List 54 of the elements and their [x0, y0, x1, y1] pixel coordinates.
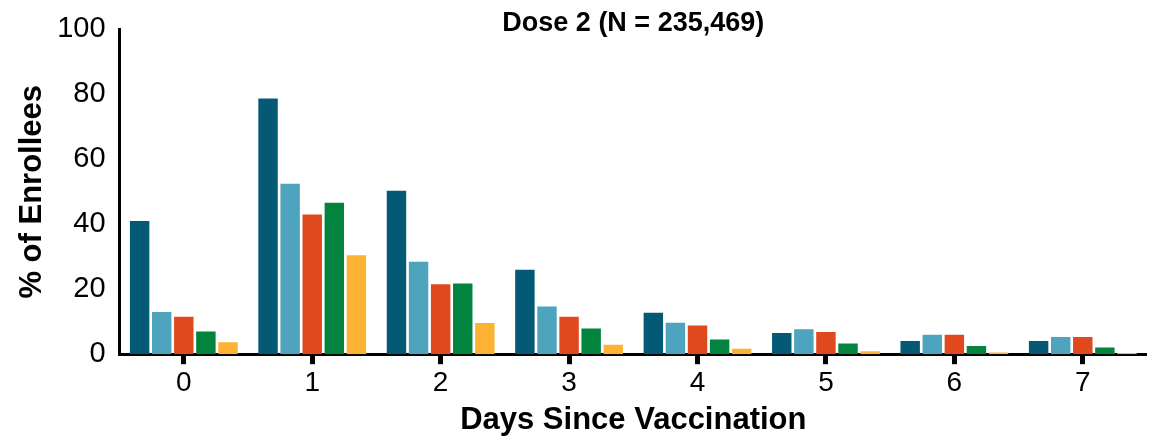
bar: [860, 351, 880, 355]
bar: [1028, 340, 1049, 355]
bar: [643, 312, 664, 355]
bar: [922, 334, 942, 355]
x-tick-label: 0: [176, 365, 192, 397]
x-tick-label: 2: [432, 365, 449, 397]
x-tick-label: 6: [946, 365, 963, 397]
bar: [559, 316, 579, 355]
bar: [687, 325, 708, 355]
bar: [1050, 336, 1071, 355]
bar: [324, 202, 345, 355]
bar: [196, 331, 216, 355]
bar: [838, 343, 858, 355]
bar: [302, 214, 322, 355]
bar: [900, 340, 920, 355]
bar: [430, 284, 451, 355]
y-tick-label: 100: [57, 11, 106, 44]
x-tick-label: 5: [818, 365, 834, 397]
bar: [475, 323, 495, 355]
bar: [218, 342, 238, 355]
bar: [515, 269, 535, 355]
x-tick-label: 1: [304, 365, 321, 397]
bar: [944, 334, 965, 355]
bar: [537, 306, 557, 355]
bar: [1095, 347, 1115, 355]
bar: [151, 311, 172, 355]
y-tick-label: 80: [73, 76, 106, 109]
x-axis-title: Days Since Vaccination: [460, 400, 807, 436]
bar: [665, 322, 686, 355]
chart-title: Dose 2 (N = 235,469): [502, 6, 765, 37]
x-tick-label: 4: [689, 365, 706, 397]
bar: [129, 221, 150, 355]
y-tick-label: 0: [89, 336, 106, 369]
bar: [280, 183, 300, 355]
y-axis-title: % of Enrollees: [13, 85, 49, 299]
bar: [174, 316, 194, 355]
bar: [772, 333, 792, 355]
bar: [603, 344, 623, 355]
bar: [816, 332, 836, 355]
x-tick-label: 3: [561, 365, 577, 397]
bar: [346, 255, 367, 355]
bar: [386, 190, 407, 355]
y-tick-label: 40: [73, 206, 106, 239]
y-tick-label: 60: [73, 141, 106, 174]
bar: [1073, 336, 1093, 355]
bar: [966, 346, 987, 355]
bar: [258, 98, 278, 355]
x-tick-label: 7: [1075, 365, 1091, 397]
bar: [453, 283, 473, 355]
bar: [408, 261, 429, 355]
bar: [581, 328, 601, 355]
bar: [709, 339, 730, 355]
bar: [794, 329, 814, 355]
y-tick-label: 20: [73, 271, 106, 304]
